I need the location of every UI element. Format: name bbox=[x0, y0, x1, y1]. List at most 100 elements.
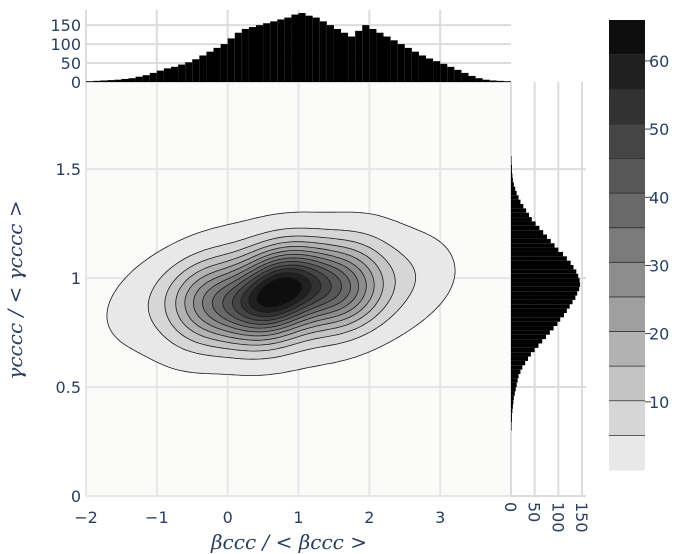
top-histogram-bar bbox=[248, 27, 256, 82]
top-histogram-bar bbox=[447, 66, 455, 82]
right-histogram-bar bbox=[511, 356, 529, 361]
right-histogram-bar bbox=[511, 199, 521, 205]
top-histogram-bar bbox=[440, 63, 448, 82]
right-histogram-bar bbox=[511, 308, 567, 313]
right-histogram-bar bbox=[511, 352, 531, 357]
top-histogram-bar bbox=[426, 58, 434, 82]
top-histogram-bar bbox=[178, 64, 186, 82]
right-histogram-bar bbox=[511, 273, 579, 279]
right-histogram-tick-labels: 0 50 100 150 bbox=[501, 502, 591, 533]
right-histogram-bar bbox=[511, 347, 535, 353]
contour-line bbox=[164, 235, 396, 352]
top-histogram-bar bbox=[376, 32, 384, 82]
right-histogram-bar bbox=[511, 186, 516, 191]
top-histogram-bar bbox=[206, 51, 214, 82]
top-histogram-bar bbox=[312, 17, 320, 82]
top-histogram-bar bbox=[256, 25, 264, 82]
top-histogram-bar bbox=[270, 21, 278, 82]
right-histogram-bars bbox=[511, 156, 581, 431]
top-tick-label: 100 bbox=[50, 35, 81, 54]
right-histogram-bar bbox=[511, 312, 565, 318]
right-histogram-bar bbox=[511, 317, 561, 322]
top-histogram-bar bbox=[496, 80, 504, 82]
top-histogram-bar bbox=[192, 59, 200, 82]
top-histogram-bars bbox=[86, 13, 511, 83]
right-tick-label: 150 bbox=[572, 502, 591, 533]
y-tick-label: 0.5 bbox=[56, 378, 81, 397]
x-tick-label: 0 bbox=[223, 508, 233, 527]
right-histogram-bar bbox=[511, 265, 574, 270]
right-histogram-bar bbox=[511, 360, 526, 366]
right-histogram-bar bbox=[511, 282, 581, 287]
top-histogram-bar bbox=[333, 28, 341, 82]
colorbar-tick-label: 60 bbox=[649, 52, 669, 71]
y-tick-label: 1 bbox=[71, 269, 81, 288]
right-histogram-bar bbox=[511, 321, 558, 327]
x-tick-label: −1 bbox=[145, 508, 169, 527]
colorbar-band bbox=[609, 435, 645, 471]
right-histogram-bar bbox=[511, 295, 576, 300]
right-histogram-bar bbox=[511, 334, 547, 340]
right-histogram-bar bbox=[511, 269, 577, 274]
colorbar-band bbox=[609, 400, 645, 436]
right-histogram-bar bbox=[511, 286, 580, 292]
right-histogram-bar bbox=[511, 190, 517, 196]
colorbar-bands bbox=[609, 20, 645, 471]
top-histogram-bar bbox=[326, 25, 334, 82]
right-histogram-bar bbox=[511, 326, 554, 331]
top-histogram-bar bbox=[482, 79, 490, 82]
right-histogram-bar bbox=[511, 387, 516, 392]
top-histogram-bar bbox=[461, 72, 469, 82]
right-histogram-bar bbox=[511, 251, 564, 257]
x-tick-labels: −2 −1 0 1 2 3 bbox=[74, 508, 445, 527]
right-histogram-bar bbox=[511, 378, 518, 383]
top-histogram-bar bbox=[362, 25, 370, 82]
top-histogram-bar bbox=[142, 75, 150, 82]
colorbar-band bbox=[609, 123, 645, 159]
right-histogram-bar bbox=[511, 304, 570, 309]
right-tick-label: 0 bbox=[501, 502, 520, 512]
y-tick-label: 1.5 bbox=[56, 160, 81, 179]
right-histogram-bar bbox=[511, 299, 573, 305]
colorbar-band bbox=[609, 366, 645, 402]
right-histogram-bar bbox=[511, 291, 578, 296]
x-axis-title: βccc / < βccc > bbox=[210, 530, 367, 554]
top-histogram-bar bbox=[227, 38, 235, 82]
contour-line bbox=[256, 277, 303, 308]
x-tick-label: 1 bbox=[293, 508, 303, 527]
top-histogram-bar bbox=[263, 23, 271, 82]
contour-line bbox=[240, 268, 322, 317]
top-histogram-bar bbox=[355, 30, 363, 82]
top-histogram-bar bbox=[411, 51, 419, 82]
colorbar-band bbox=[609, 54, 645, 90]
top-histogram-bar bbox=[156, 70, 164, 82]
top-histogram-bar bbox=[319, 21, 327, 82]
right-histogram-bar bbox=[511, 230, 544, 235]
colorbar-tick-label: 20 bbox=[649, 325, 669, 344]
top-tick-label: 150 bbox=[50, 16, 81, 35]
right-histogram-bar bbox=[511, 204, 524, 209]
top-histogram-bar bbox=[171, 66, 179, 82]
right-histogram-bar bbox=[511, 404, 513, 409]
top-histogram-bar bbox=[475, 78, 483, 82]
colorbar-band bbox=[609, 262, 645, 298]
right-histogram-bar bbox=[511, 208, 527, 213]
density-contours bbox=[106, 211, 456, 376]
top-histogram-bar bbox=[114, 79, 122, 82]
top-histogram-bar bbox=[418, 55, 426, 82]
right-histogram-bar bbox=[511, 238, 551, 244]
right-histogram-bar bbox=[511, 408, 513, 414]
right-histogram-bar bbox=[511, 217, 532, 222]
right-histogram-bar bbox=[511, 382, 517, 388]
colorbar-band bbox=[609, 20, 645, 56]
main-panel: −2 −1 0 1 2 3 0 0.5 1 1.5 βccc / < βccc > γcccc … bbox=[3, 82, 511, 554]
top-histogram-bar bbox=[348, 36, 356, 82]
colorbar-tick-label: 30 bbox=[649, 256, 669, 275]
x-tick-label: 2 bbox=[364, 508, 374, 527]
right-histogram-bar bbox=[511, 365, 523, 370]
top-histogram-bar bbox=[163, 68, 171, 82]
contour-line bbox=[222, 261, 342, 325]
